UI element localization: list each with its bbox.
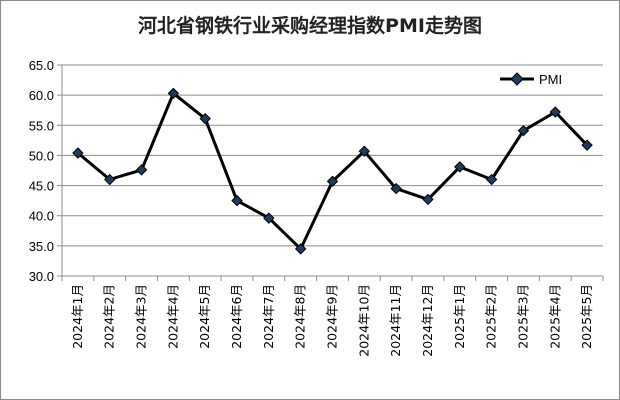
data-point-marker xyxy=(104,173,116,186)
data-point-marker xyxy=(135,164,148,176)
series-line-pmi xyxy=(76,91,589,251)
data-point-marker xyxy=(390,182,402,195)
y-tick-label: 65.0 xyxy=(29,58,54,73)
x-tick-label: 2025年5月 xyxy=(579,284,594,349)
data-point-marker xyxy=(422,193,434,206)
data-point-marker xyxy=(231,194,243,207)
y-tick-label: 35.0 xyxy=(29,239,54,254)
x-tick-label: 2024年10月 xyxy=(356,284,371,357)
x-tick-label: 2024年4月 xyxy=(165,284,180,349)
data-point-marker xyxy=(294,243,307,255)
x-tick-label: 2025年4月 xyxy=(547,284,562,349)
data-point-marker xyxy=(549,106,561,118)
legend-label-pmi: PMI xyxy=(539,72,562,87)
x-tick-label: 2024年3月 xyxy=(134,284,149,349)
series-layer xyxy=(72,87,593,255)
data-point-marker xyxy=(72,147,84,159)
x-tick-labels: 2024年1月 2024年2月 2024年3月 2024年4月 2024年5月 2024年… xyxy=(70,284,594,357)
chart-title: 河北省钢铁行业采购经理指数PMI走势图 xyxy=(138,14,482,37)
x-tick-label: 2024年8月 xyxy=(293,284,308,349)
x-tick-label: 2024年11月 xyxy=(388,284,403,357)
data-point-marker xyxy=(358,145,371,157)
y-tick-label: 55.0 xyxy=(29,118,54,133)
x-tick-label: 2024年12月 xyxy=(420,284,435,357)
x-tick-label: 2024年7月 xyxy=(261,284,276,349)
y-tick-label: 50.0 xyxy=(29,148,54,163)
data-point-marker xyxy=(167,87,180,100)
legend-marker-swatch xyxy=(510,72,524,86)
data-point-marker xyxy=(485,173,498,186)
data-point-marker xyxy=(581,139,593,151)
y-tick-labels: 30.0 35.0 40.0 45.0 50.0 55.0 60.0 65.0 xyxy=(29,58,54,284)
data-point-marker xyxy=(454,161,466,173)
x-tick-label: 2024年5月 xyxy=(197,284,212,349)
x-tick-label: 2024年1月 xyxy=(70,284,85,349)
data-point-marker xyxy=(263,212,275,224)
x-tick-label: 2025年2月 xyxy=(484,284,499,349)
x-tick-label: 2024年2月 xyxy=(102,284,117,349)
x-tick-label: 2025年3月 xyxy=(515,284,530,349)
y-tick-label: 30.0 xyxy=(29,269,54,284)
legend: PMI xyxy=(500,72,562,87)
x-tick-label: 2024年6月 xyxy=(229,284,244,349)
data-point-marker xyxy=(199,112,211,125)
axis-layer xyxy=(57,64,604,281)
data-point-marker xyxy=(517,125,530,137)
x-tick-label: 2024年9月 xyxy=(325,284,340,349)
x-tick-label: 2025年1月 xyxy=(452,284,467,349)
y-tick-label: 40.0 xyxy=(29,209,54,224)
y-tick-label: 45.0 xyxy=(29,179,54,194)
data-point-marker xyxy=(326,175,339,188)
y-tick-label: 60.0 xyxy=(29,88,54,103)
